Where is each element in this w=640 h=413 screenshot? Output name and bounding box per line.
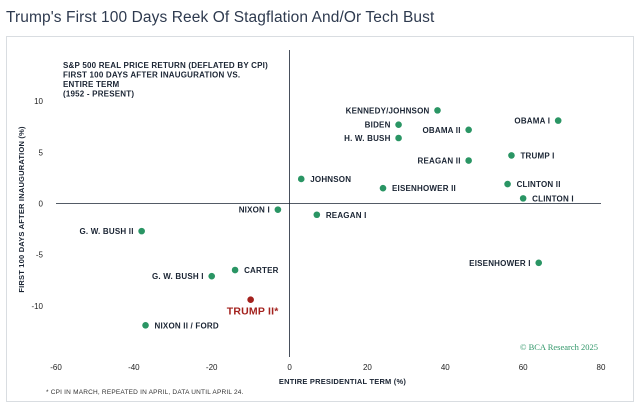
y-tick-label: 0: [39, 200, 44, 209]
point-label: JOHNSON: [310, 175, 351, 184]
x-tick-label: -60: [50, 363, 62, 372]
data-point: [465, 157, 472, 164]
data-point: [504, 180, 511, 188]
chart-note-line: FIRST 100 DAYS AFTER INAUGURATION VS.: [63, 71, 240, 80]
y-axis-title: FIRST 100 DAYS AFTER INAUGURATION (%): [17, 126, 26, 293]
data-point: [313, 211, 321, 219]
point-label: REAGAN I: [326, 211, 367, 220]
x-tick-label: 20: [363, 363, 372, 372]
point-label: G. W. BUSH II: [79, 227, 133, 236]
chart-note-line: S&P 500 REAL PRICE RETURN (DEFLATED BY C…: [63, 61, 268, 70]
point-label: KENNEDY/JOHNSON: [346, 106, 430, 115]
data-point: [535, 259, 543, 267]
point-label: CLINTON II: [517, 180, 561, 189]
footnote: * CPI IN MARCH, REPEATED IN APRIL, DATA …: [46, 389, 244, 396]
data-point: [554, 117, 562, 124]
chart-panel: -60 -40 -20 0 20 40 60 80 10 5 0 -5 -10 ENTIRE PRESID…: [6, 36, 634, 402]
highlight-point: [247, 296, 254, 303]
data-point: [465, 126, 472, 134]
data-point: [379, 184, 387, 192]
page-title: Trump's First 100 Days Reek Of Stagflati…: [6, 9, 435, 26]
chart-note-line: (1952 - PRESENT): [63, 90, 134, 99]
y-tick-label: 10: [34, 97, 43, 106]
data-point: [138, 227, 145, 235]
x-tick-label: 40: [441, 363, 450, 372]
x-tick-label: 60: [519, 363, 528, 372]
data-point: [434, 107, 441, 114]
point-label: NIXON II / FORD: [155, 321, 219, 330]
data-point: [142, 321, 149, 329]
point-label: OBAMA II: [422, 126, 460, 135]
x-tick-label: 80: [597, 363, 606, 372]
x-tick-label: -20: [206, 363, 218, 372]
data-point: [395, 121, 402, 129]
point-label: H. W. BUSH: [344, 134, 390, 143]
point-label: TRUMP I: [520, 151, 554, 160]
point-label: G. W. BUSH I: [152, 272, 204, 281]
data-point: [395, 134, 402, 142]
point-label: BIDEN: [365, 121, 391, 130]
data-point: [274, 206, 282, 213]
scatter-chart: -60 -40 -20 0 20 40 60 80 10 5 0 -5 -10 ENTIRE PRESID…: [17, 50, 606, 386]
point-label: REAGAN II: [418, 157, 461, 166]
point-label: EISENHOWER II: [392, 184, 456, 193]
chart-note-line: ENTIRE TERM: [63, 80, 120, 89]
point-label: CLINTON I: [532, 194, 574, 203]
data-point: [231, 266, 239, 274]
data-point: [508, 152, 515, 159]
y-tick-label: -10: [31, 302, 43, 311]
point-label: OBAMA I: [514, 117, 550, 126]
y-tick-label: -5: [36, 251, 44, 260]
data-point: [297, 175, 305, 183]
x-tick-label: 0: [287, 363, 292, 372]
data-point: [519, 195, 527, 202]
point-label: CARTER: [244, 266, 279, 275]
y-tick-label: 5: [39, 148, 44, 157]
credit-text: © BCA Research 2025: [520, 342, 598, 352]
point-label: NIXON I: [239, 206, 270, 215]
x-tick-label: -40: [128, 363, 140, 372]
data-point: [208, 272, 216, 280]
point-label: TRUMP II*: [227, 306, 279, 318]
x-axis-title: ENTIRE PRESIDENTIAL TERM (%): [279, 377, 406, 386]
point-label: EISENHOWER I: [469, 259, 531, 268]
